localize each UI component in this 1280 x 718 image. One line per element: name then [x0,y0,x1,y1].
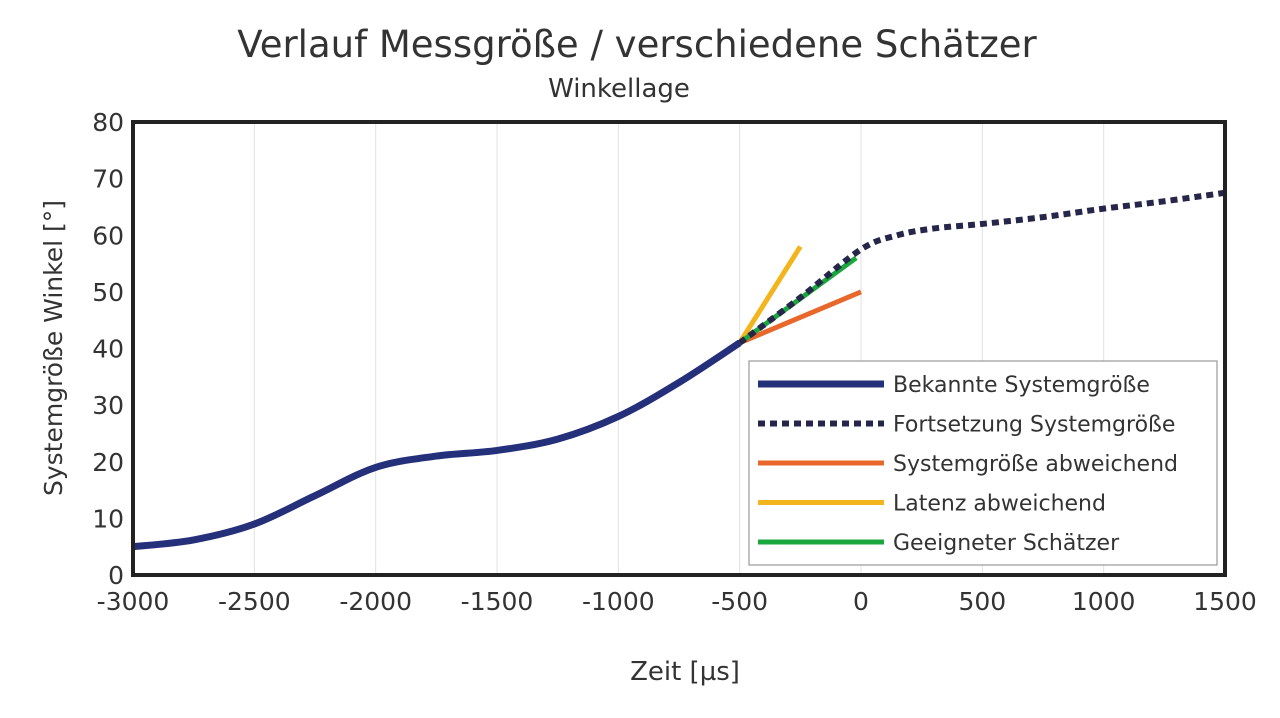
x-tick-label: 0 [853,587,869,616]
y-tick-label: 30 [92,391,124,420]
x-tick-label: -3000 [97,587,170,616]
x-axis-label: Zeit [µs] [630,657,740,687]
legend-label-0: Bekannte Systemgröße [893,373,1150,398]
y-tick-label: 0 [108,561,124,590]
x-tick-label: -1500 [461,587,534,616]
x-tick-label: -500 [711,587,768,616]
chart-subtitle: Winkellage [548,74,690,104]
y-tick-label: 50 [92,278,124,307]
y-tick-label: 80 [92,108,124,137]
series-line-2 [738,289,862,346]
legend-label-2: Systemgröße abweichend [893,452,1178,477]
legend-label-3: Latenz abweichend [893,492,1106,517]
legend-label-4: Geeigneter Schätzer [893,531,1120,556]
y-axis-label: Systemgröße Winkel [°] [39,200,68,496]
series-line-1 [737,189,1226,346]
x-tick-label: -1000 [582,587,655,616]
legend-label-1: Fortsetzung Systemgröße [893,413,1175,438]
series-line-0 [132,339,742,551]
x-tick-label: -2000 [339,587,412,616]
series-line-3 [737,245,803,345]
x-tick-label: 500 [958,587,1006,616]
chart-title: Verlauf Messgröße / verschiedene Schätze… [237,23,1037,66]
plot-frame [131,120,1227,577]
x-tick-label: 1500 [1193,587,1257,616]
y-tick-label: 60 [92,221,124,250]
legend: Bekannte Systemgröße Fortsetzung Systemgr… [748,360,1218,566]
y-tick-label: 70 [92,165,124,194]
x-tick-label: -2500 [218,587,291,616]
x-tick-label: 1000 [1072,587,1136,616]
y-tick-label: 20 [92,448,124,477]
y-tick-label: 40 [92,335,124,364]
y-tick-label: 10 [92,504,124,533]
